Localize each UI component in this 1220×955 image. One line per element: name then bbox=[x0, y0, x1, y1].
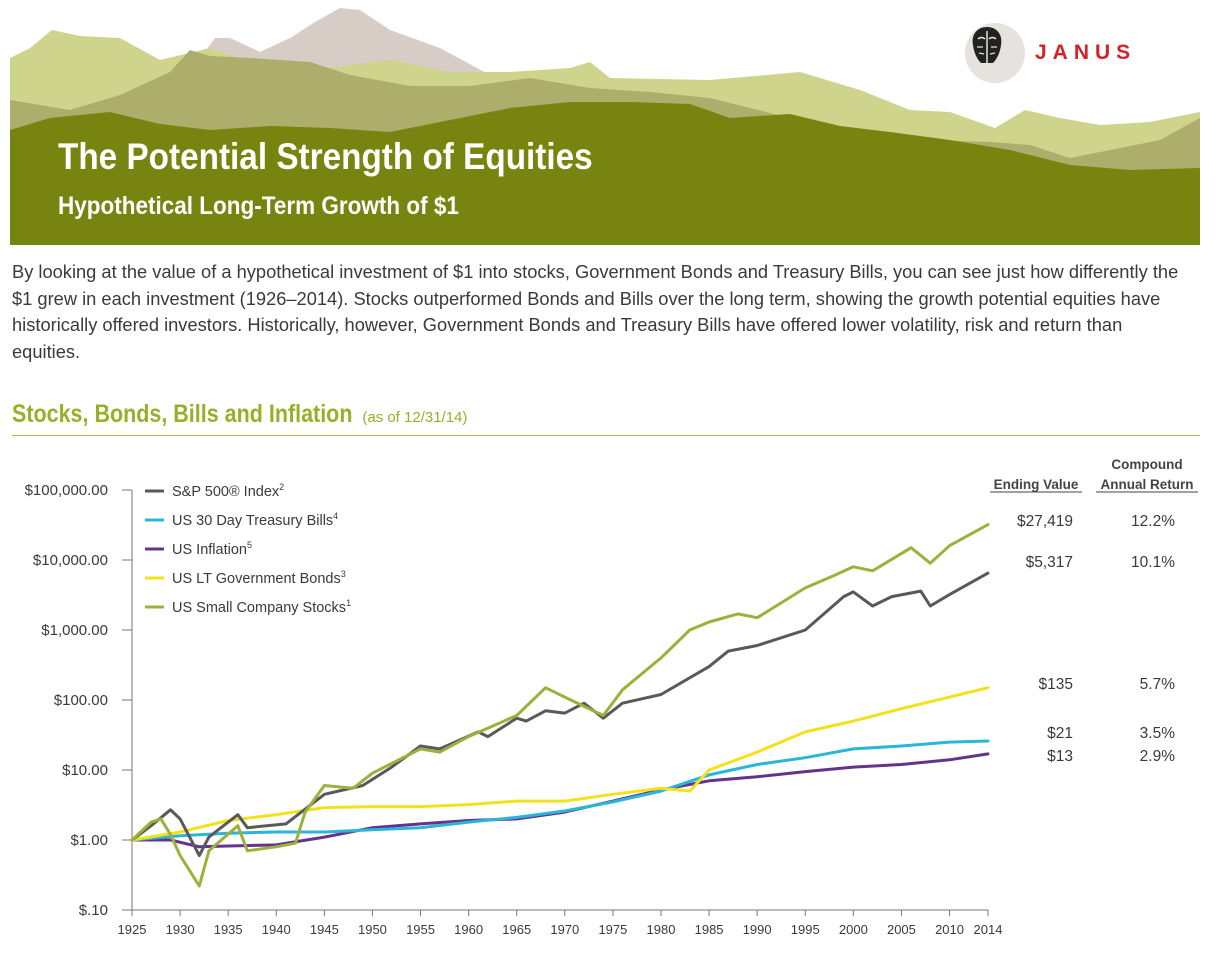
banner-landscape bbox=[10, 8, 1200, 245]
brand-name: JANUS bbox=[1035, 41, 1137, 64]
table-annual-return: 3.5% bbox=[1140, 725, 1176, 742]
intro-paragraph: By looking at the value of a hypothetica… bbox=[12, 261, 1179, 362]
legend-footnote-marker: 2 bbox=[279, 482, 284, 492]
x-tick-label: 1990 bbox=[743, 922, 772, 937]
series-line bbox=[130, 523, 990, 888]
x-tick-label: 2010 bbox=[935, 922, 964, 937]
chart-series bbox=[130, 523, 990, 888]
x-tick-label: 1975 bbox=[598, 922, 627, 937]
x-tick-label: 2005 bbox=[887, 922, 916, 937]
x-tick-label: 1960 bbox=[454, 922, 483, 937]
section-title: Stocks, Bonds, Bills and Inflation bbox=[12, 400, 353, 428]
legend-footnote-marker: 5 bbox=[247, 540, 252, 550]
returns-table: Ending Value Compound Annual Return $27,… bbox=[990, 457, 1198, 765]
table-ending-value: $5,317 bbox=[1026, 554, 1073, 571]
section-heading: Stocks, Bonds, Bills and Inflation (as o… bbox=[12, 400, 467, 429]
x-tick-label: 1930 bbox=[166, 922, 195, 937]
table-ending-value: $27,419 bbox=[1017, 513, 1073, 530]
series-line bbox=[130, 739, 990, 842]
header-banner: The Potential Strength of Equities Hypot… bbox=[10, 0, 1200, 245]
table-annual-return: 2.9% bbox=[1140, 748, 1176, 765]
page-subtitle: Hypothetical Long-Term Growth of $1 bbox=[58, 192, 459, 220]
x-tick-label: 1965 bbox=[502, 922, 531, 937]
table-header-annual-return: Annual Return bbox=[1101, 477, 1194, 492]
x-tick-label: 1985 bbox=[695, 922, 724, 937]
y-tick-label: $10,000.00 bbox=[33, 552, 108, 569]
table-ending-value: $135 bbox=[1039, 676, 1073, 693]
y-tick-label: $100.00 bbox=[54, 692, 108, 709]
legend-footnote-marker: 1 bbox=[346, 598, 351, 608]
series-line bbox=[130, 686, 990, 842]
legend-label: S&P 500® Index2 bbox=[172, 482, 284, 500]
janus-logo: JANUS bbox=[965, 23, 1136, 83]
table-ending-value: $13 bbox=[1047, 748, 1073, 765]
janus-head-icon bbox=[965, 23, 1025, 83]
x-tick-label: 1950 bbox=[358, 922, 387, 937]
legend-footnote-marker: 4 bbox=[333, 511, 338, 521]
x-tick-label: 2000 bbox=[839, 922, 868, 937]
table-ending-value: $21 bbox=[1047, 725, 1073, 742]
x-tick-label: 1970 bbox=[550, 922, 579, 937]
series-line bbox=[130, 571, 990, 857]
x-tick-label: 1935 bbox=[214, 922, 243, 937]
y-tick-label: $10.00 bbox=[62, 762, 108, 779]
legend-label: US 30 Day Treasury Bills4 bbox=[172, 511, 338, 529]
x-tick-label: 1940 bbox=[262, 922, 291, 937]
banner-hill-dark bbox=[10, 102, 1200, 245]
x-tick-label: 1925 bbox=[118, 922, 147, 937]
table-header-compound: Compound bbox=[1111, 457, 1182, 472]
legend-label: US Inflation5 bbox=[172, 540, 252, 558]
legend-label: US Small Company Stocks1 bbox=[172, 598, 351, 616]
y-tick-label: $1.00 bbox=[70, 832, 108, 849]
section-as-of-date: (as of 12/31/14) bbox=[362, 409, 468, 426]
x-tick-label: 2014 bbox=[974, 922, 1003, 937]
x-tick-label: 1945 bbox=[310, 922, 339, 937]
y-tick-label: $.10 bbox=[79, 902, 108, 919]
x-tick-label: 1980 bbox=[647, 922, 676, 937]
y-tick-label: $100,000.00 bbox=[25, 482, 108, 499]
legend-label: US LT Government Bonds3 bbox=[172, 569, 346, 587]
section-divider bbox=[12, 435, 1200, 436]
x-tick-label: 1955 bbox=[406, 922, 435, 937]
legend-footnote-marker: 3 bbox=[341, 569, 346, 579]
y-tick-label: $1,000.00 bbox=[41, 622, 108, 639]
page-title: The Potential Strength of Equities bbox=[58, 136, 593, 177]
chart-legend: S&P 500® Index2 US 30 Day Treasury Bills4… bbox=[145, 482, 351, 616]
chart-axes: $.10 $1.00 $10.00 $100.00 $1,000.00 $10,000.0… bbox=[25, 482, 1003, 937]
table-annual-return: 5.7% bbox=[1140, 676, 1176, 693]
growth-chart: $.10 $1.00 $10.00 $100.00 $1,000.00 $10,000.0… bbox=[25, 457, 1198, 937]
table-annual-return: 12.2% bbox=[1131, 513, 1175, 530]
x-tick-label: 1995 bbox=[791, 922, 820, 937]
table-header-ending-value: Ending Value bbox=[994, 477, 1079, 492]
table-annual-return: 10.1% bbox=[1131, 554, 1175, 571]
